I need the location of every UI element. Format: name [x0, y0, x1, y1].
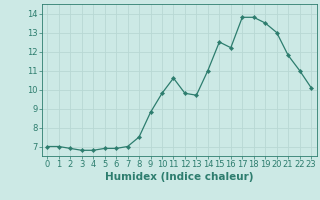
X-axis label: Humidex (Indice chaleur): Humidex (Indice chaleur): [105, 172, 253, 182]
